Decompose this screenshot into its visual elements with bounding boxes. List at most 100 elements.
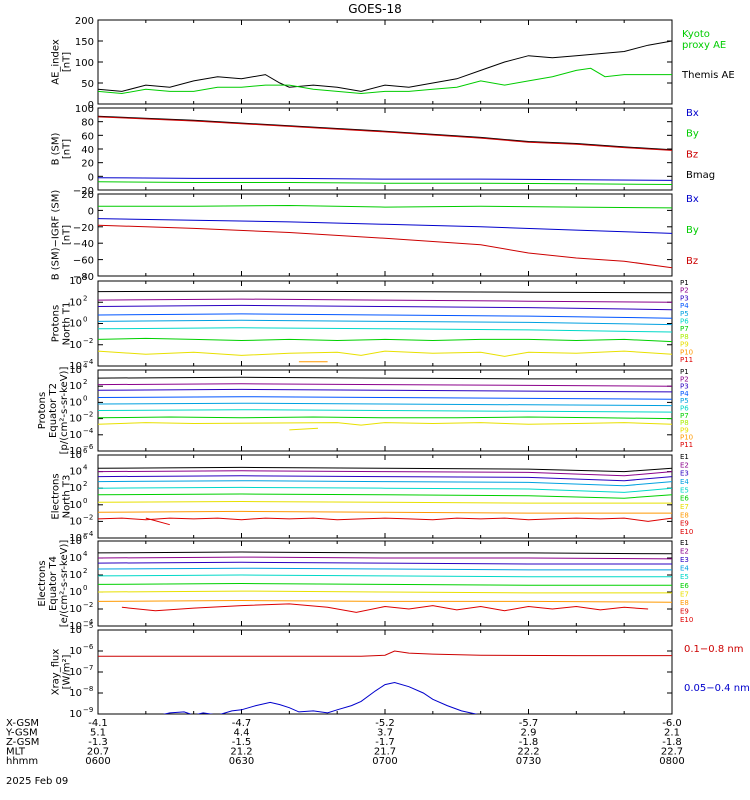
ephemeris-value: 3.7 bbox=[377, 728, 393, 739]
ephemeris-value: 2.9 bbox=[521, 728, 537, 739]
series-e4 bbox=[98, 567, 672, 571]
y-tick-exponent: −6 bbox=[83, 643, 94, 651]
ephemeris-value: 0630 bbox=[229, 756, 254, 767]
legend-label: E2 bbox=[680, 461, 689, 469]
y-tick-label: 10 bbox=[69, 587, 82, 598]
y-tick-label: −20 bbox=[73, 223, 94, 234]
y-tick-exponent: 0 bbox=[83, 394, 87, 402]
legend-label: P4 bbox=[680, 302, 689, 310]
y-tick-label: 10 bbox=[69, 361, 82, 372]
legend-label: P10 bbox=[680, 348, 693, 356]
y-tick-label: 50 bbox=[81, 79, 94, 90]
y-axis-title: Xray_flux bbox=[51, 649, 62, 696]
legend-label: proxy AE bbox=[682, 40, 726, 51]
legend-label: P8 bbox=[680, 333, 689, 341]
series-bz bbox=[98, 116, 672, 151]
legend-label: E6 bbox=[680, 495, 689, 503]
legend-label: P6 bbox=[680, 318, 689, 326]
y-tick-label: 10 bbox=[69, 500, 82, 511]
series-e2 bbox=[98, 556, 672, 560]
y-axis-title: [nT] bbox=[62, 225, 73, 245]
series-0-1-0-8-nm bbox=[98, 650, 672, 657]
plot-date: 2025 Feb 09 bbox=[6, 776, 68, 787]
legend-label: E1 bbox=[680, 453, 689, 461]
series-e8 bbox=[98, 599, 672, 603]
y-tick-label: 10 bbox=[69, 516, 82, 527]
panel-frame bbox=[97, 629, 673, 715]
y-axis-title: Equator T2 bbox=[48, 383, 59, 438]
y-tick-label: 10 bbox=[69, 430, 82, 441]
legend-label: P9 bbox=[680, 426, 689, 434]
y-axis-title: North T3 bbox=[62, 475, 73, 519]
ephemeris-value: 5.1 bbox=[90, 728, 106, 739]
series-p5 bbox=[98, 319, 672, 326]
y-tick-label: 10 bbox=[69, 365, 82, 376]
y-tick-label: 40 bbox=[81, 145, 94, 156]
y-tick-label: 150 bbox=[75, 37, 94, 48]
y-axis-title: [p/(cm²-s-sr-keV)] bbox=[59, 367, 70, 455]
y-tick-label: 10 bbox=[69, 276, 82, 287]
y-tick-exponent: −2 bbox=[83, 601, 93, 609]
ephemeris-value: 21.7 bbox=[374, 747, 396, 758]
series-p4 bbox=[98, 396, 672, 400]
y-tick-exponent: −7 bbox=[83, 664, 93, 672]
series-by bbox=[98, 204, 672, 209]
series-e2 bbox=[98, 470, 672, 477]
series-e4 bbox=[98, 480, 672, 487]
y-tick-exponent: 0 bbox=[83, 584, 87, 592]
ephemeris-value: -1.5 bbox=[232, 737, 252, 748]
y-tick-label: 10 bbox=[69, 297, 82, 308]
y-tick-exponent: −6 bbox=[83, 443, 94, 451]
y-tick-label: −80 bbox=[73, 272, 94, 283]
y-axis-title: Protons bbox=[37, 392, 48, 429]
y-tick-label: 10 bbox=[69, 604, 82, 615]
series-p1 bbox=[98, 290, 672, 294]
series-e7 bbox=[98, 590, 672, 594]
legend-label: P11 bbox=[680, 441, 693, 449]
y-tick-label: 60 bbox=[81, 131, 94, 142]
series-e1 bbox=[98, 466, 672, 473]
y-tick-label: 10 bbox=[69, 553, 82, 564]
y-axis-title: [W/m²] bbox=[62, 654, 73, 689]
series-p8 bbox=[98, 422, 672, 426]
series-e7 bbox=[98, 500, 672, 504]
y-tick-exponent: 4 bbox=[83, 362, 88, 370]
legend-label: 0.1−0.8 nm bbox=[684, 644, 743, 655]
legend-label: P7 bbox=[680, 412, 689, 420]
legend-label: E4 bbox=[680, 565, 689, 573]
legend-label: P9 bbox=[680, 341, 689, 349]
ephemeris-value: -5.7 bbox=[519, 718, 539, 729]
legend-label: E1 bbox=[680, 539, 689, 547]
y-axis-title: Electrons bbox=[37, 560, 48, 606]
legend-label: E4 bbox=[680, 478, 689, 486]
legend-label: P2 bbox=[680, 375, 689, 383]
y-tick-exponent: −2 bbox=[83, 337, 93, 345]
series-p2 bbox=[98, 298, 672, 303]
legend-label: E5 bbox=[680, 573, 689, 581]
y-tick-label: 10 bbox=[69, 446, 82, 457]
y-tick-label: 10 bbox=[69, 467, 82, 478]
series-p7 bbox=[98, 416, 672, 420]
y-tick-exponent: 2 bbox=[83, 294, 87, 302]
y-tick-label: 10 bbox=[69, 340, 82, 351]
series-by bbox=[98, 181, 672, 185]
y-tick-exponent: 2 bbox=[83, 567, 87, 575]
legend-label: P1 bbox=[680, 368, 689, 376]
legend-label: By bbox=[686, 225, 699, 236]
legend-label: P3 bbox=[680, 294, 689, 302]
y-tick-label: 10 bbox=[69, 397, 82, 408]
series-bx bbox=[98, 218, 672, 234]
y-tick-label: 10 bbox=[69, 450, 82, 461]
ephemeris-value: 0730 bbox=[516, 756, 541, 767]
y-tick-label: 10 bbox=[69, 688, 82, 699]
ephemeris-value: 2.1 bbox=[664, 728, 680, 739]
legend-label: Bx bbox=[686, 108, 699, 119]
series-0-05-0-4-nm bbox=[162, 681, 479, 714]
